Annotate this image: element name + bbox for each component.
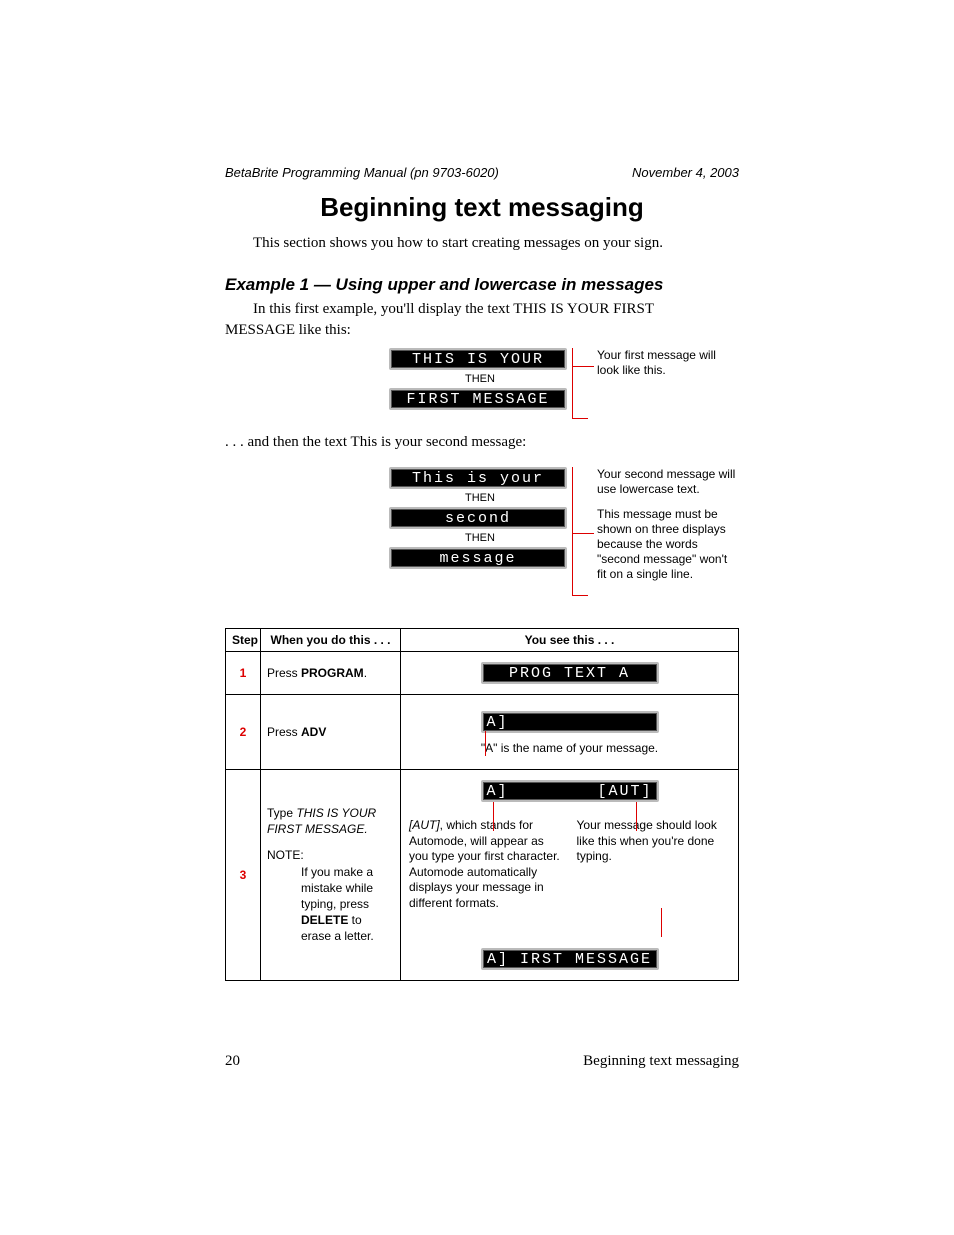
running-footer: 20 Beginning text messaging bbox=[225, 1053, 739, 1070]
step-result: PROG TEXT A bbox=[401, 652, 739, 695]
sign-right-text: [AUT] bbox=[597, 782, 652, 802]
header-right: November 4, 2003 bbox=[632, 165, 739, 180]
step-result: A] [AUT] [AUT], which stands for Automod… bbox=[401, 770, 739, 981]
step-instruction: Press ADV bbox=[261, 695, 401, 770]
text: [AUT] bbox=[409, 818, 440, 832]
led-sign: PROG TEXT A bbox=[481, 662, 659, 684]
callout-line bbox=[572, 467, 588, 596]
callout-line bbox=[572, 366, 594, 367]
page-number: 20 bbox=[225, 1053, 240, 1070]
led-sign: A] [AUT] bbox=[481, 780, 659, 802]
led-sign: message bbox=[389, 547, 567, 569]
then-label: THEN bbox=[389, 532, 571, 544]
text: . bbox=[364, 666, 367, 680]
then-label: THEN bbox=[389, 492, 571, 504]
led-sign: A] bbox=[481, 711, 659, 733]
sign-left-text: A] bbox=[487, 783, 509, 800]
key-name: DELETE bbox=[301, 913, 348, 927]
callout-line bbox=[636, 802, 637, 831]
callout-line bbox=[485, 731, 486, 756]
callout-line bbox=[572, 348, 588, 419]
body-line-2: . . . and then the text This is your sec… bbox=[225, 432, 739, 452]
key-name: ADV bbox=[301, 725, 326, 739]
callout-line bbox=[493, 802, 494, 831]
page-title: Beginning text messaging bbox=[225, 192, 739, 223]
example-heading: Example 1 — Using upper and lowercase in… bbox=[225, 275, 739, 295]
text: Press bbox=[267, 725, 301, 739]
led-sign: second bbox=[389, 507, 567, 529]
display-stack-1: THIS IS YOUR THEN FIRST MESSAGE Your fir… bbox=[225, 348, 739, 410]
step-number: 3 bbox=[226, 770, 261, 981]
steps-table: Step When you do this . . . You see this… bbox=[225, 628, 739, 981]
callout-note: Your second message will use lowercase t… bbox=[597, 467, 737, 497]
led-sign: THIS IS YOUR bbox=[389, 348, 567, 370]
body-line-1b: MESSAGE like this: bbox=[225, 320, 739, 340]
col-do: When you do this . . . bbox=[261, 629, 401, 652]
led-sign: A] IRST MESSAGE bbox=[481, 948, 659, 970]
display-stack-2: This is your THEN second THEN message Yo… bbox=[225, 467, 739, 592]
callout-note: This message must be shown on three disp… bbox=[597, 507, 737, 582]
result-note-left: [AUT], which stands for Automode, will a… bbox=[409, 818, 563, 912]
body-line-1a: In this first example, you'll display th… bbox=[225, 299, 739, 319]
led-sign: FIRST MESSAGE bbox=[389, 388, 567, 410]
text: If you make a mistake while typing, pres… bbox=[301, 865, 373, 911]
callout-note: Your first message will look like this. bbox=[597, 348, 737, 378]
step-number: 2 bbox=[226, 695, 261, 770]
step-instruction: Press PROGRAM. bbox=[261, 652, 401, 695]
table-row: 2 Press ADV A] "A" is the name of your m… bbox=[226, 695, 739, 770]
section-title: Beginning text messaging bbox=[583, 1053, 739, 1070]
step-instruction: Type THIS IS YOUR FIRST MESSAGE. NOTE: I… bbox=[261, 770, 401, 981]
text: Press bbox=[267, 666, 301, 680]
intro-text: This section shows you how to start crea… bbox=[225, 233, 739, 253]
note-label: NOTE: bbox=[267, 848, 304, 862]
led-sign: This is your bbox=[389, 467, 567, 489]
key-name: PROGRAM bbox=[301, 666, 364, 680]
then-label: THEN bbox=[389, 373, 571, 385]
col-see: You see this . . . bbox=[401, 629, 739, 652]
running-header: BetaBrite Programming Manual (pn 9703-60… bbox=[225, 165, 739, 180]
header-left: BetaBrite Programming Manual (pn 9703-60… bbox=[225, 165, 499, 180]
step-number: 1 bbox=[226, 652, 261, 695]
step-result: A] "A" is the name of your message. bbox=[401, 695, 739, 770]
text: Type bbox=[267, 806, 296, 820]
result-note-right: Your message should look like this when … bbox=[577, 818, 731, 865]
callout-line bbox=[661, 908, 662, 937]
table-row: 3 Type THIS IS YOUR FIRST MESSAGE. NOTE:… bbox=[226, 770, 739, 981]
callout-line bbox=[572, 533, 594, 534]
col-step: Step bbox=[226, 629, 261, 652]
sign-caption: "A" is the name of your message. bbox=[407, 741, 732, 755]
table-row: 1 Press PROGRAM. PROG TEXT A bbox=[226, 652, 739, 695]
